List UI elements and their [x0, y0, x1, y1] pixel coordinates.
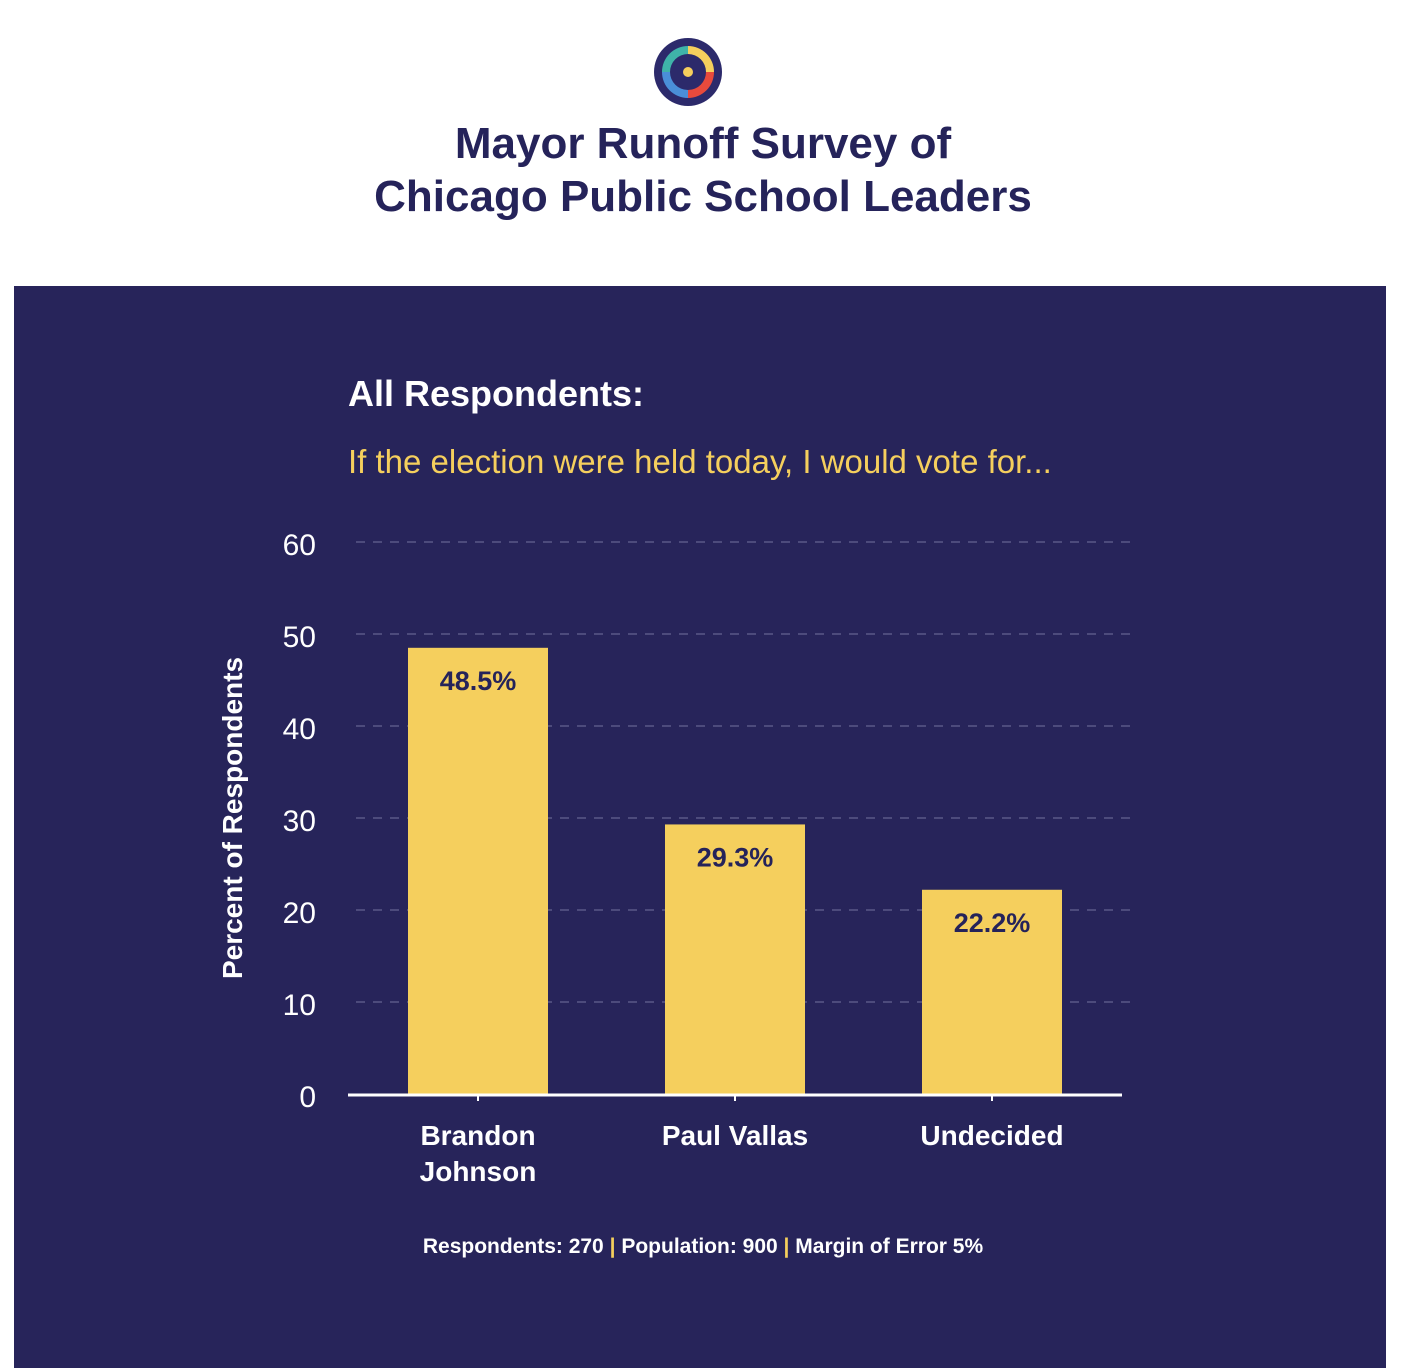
labels: 0 10 20 30 40 50 60 48.5% Brandon Johnson 29.3% Pau… — [217, 529, 1064, 1187]
survey-footer: Respondents: 270 | Population: 900 | Mar… — [0, 1232, 1406, 1262]
y-tick-label: 10 — [283, 989, 316, 1022]
y-tick-label: 0 — [299, 1081, 316, 1114]
bar-value-label: 48.5% — [440, 666, 517, 696]
y-tick-label: 30 — [283, 805, 316, 838]
footer-margin-of-error: Margin of Error 5% — [795, 1235, 984, 1258]
footer-population: Population: 900 — [621, 1235, 778, 1258]
x-category-label: Johnson — [420, 1156, 537, 1187]
bars — [408, 647, 1062, 1094]
y-axis-title: Percent of Respondents — [217, 657, 248, 979]
footer-separator: | — [783, 1235, 790, 1258]
bar-value-label: 22.2% — [954, 908, 1031, 938]
bar — [665, 824, 805, 1094]
footer-respondents: Respondents: 270 — [422, 1235, 604, 1258]
bar — [408, 647, 548, 1094]
y-tick-label: 20 — [283, 897, 316, 930]
chart-heading: All Respondents: — [348, 373, 645, 414]
footer-separator: | — [609, 1235, 616, 1258]
x-category-label: Undecided — [920, 1120, 1063, 1151]
axes — [348, 1093, 1122, 1101]
x-category-label: Brandon — [420, 1120, 535, 1151]
y-tick-label: 50 — [283, 621, 316, 654]
bar — [922, 889, 1062, 1094]
page-title-line-1: Mayor Runoff Survey of — [454, 119, 952, 168]
page-title-line-2: Chicago Public School Leaders — [374, 172, 1032, 221]
bar-value-label: 29.3% — [697, 842, 774, 872]
y-tick-label: 60 — [283, 529, 316, 562]
chart-question: If the election were held today, I would… — [348, 443, 1052, 480]
x-category-label: Paul Vallas — [662, 1120, 808, 1151]
y-tick-label: 40 — [283, 713, 316, 746]
logo-icon — [654, 38, 722, 106]
